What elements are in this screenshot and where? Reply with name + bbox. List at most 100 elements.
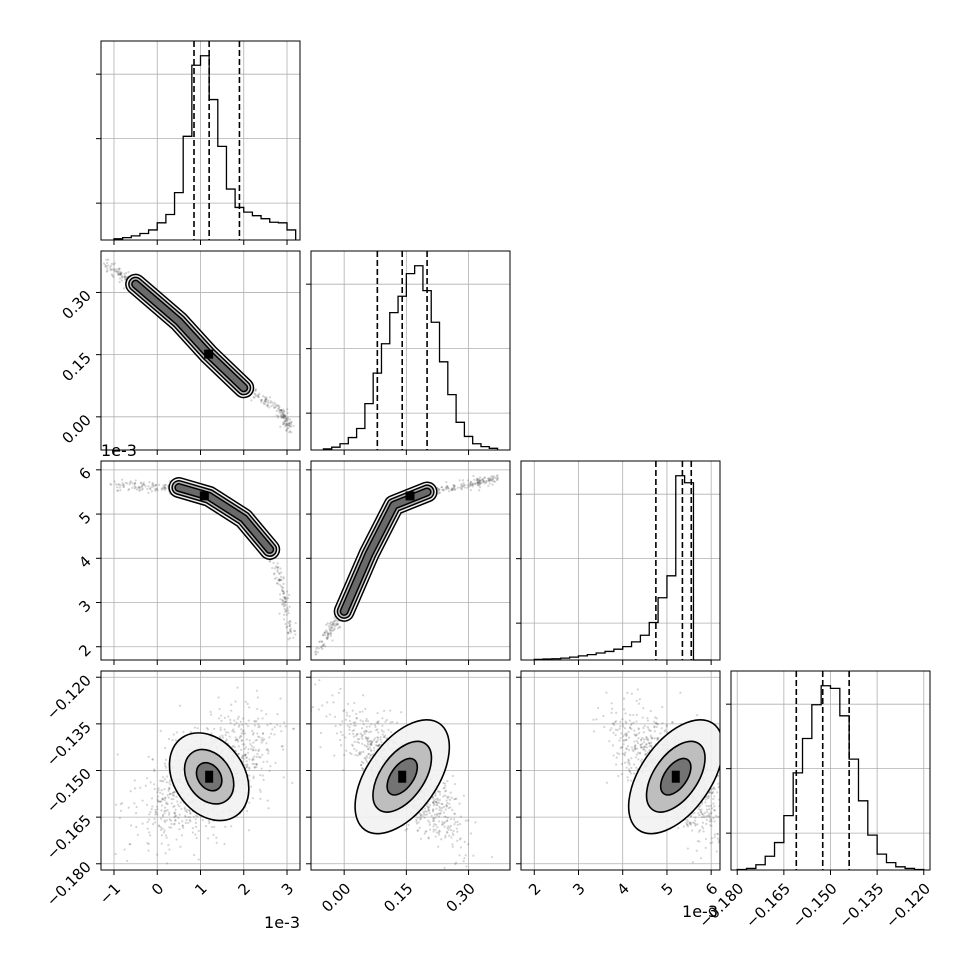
scatter-point [119,484,122,487]
scatter-point [293,629,297,633]
scatter-point [331,623,334,626]
scatter-point [178,805,181,808]
scatter-point [116,271,120,274]
scatter-point [323,630,327,634]
x-tick-label: 0 [148,880,167,899]
scatter-point [491,483,494,486]
scatter-point [461,479,465,482]
scatter-point [290,425,293,428]
scatter-point [138,485,141,489]
scatter-point [287,631,290,634]
panel-frame [730,670,931,871]
scatter-point [232,744,235,747]
scatter-point [224,739,228,743]
scatter-point [175,731,178,734]
scatter-point [445,484,449,488]
scatter-point [478,482,482,485]
scatter-point [136,833,139,836]
scatter-point [126,859,129,862]
scatter-point [280,571,283,574]
scatter-point [488,482,491,485]
scatter-point [151,822,155,826]
scatter-point [325,623,328,627]
scatter-point [446,485,449,488]
scatter-point [229,721,232,724]
scatter-point [269,401,272,404]
scatter-point [285,428,288,432]
scatter-point [292,424,295,428]
scatter-point [218,707,221,711]
scatter-point [163,806,167,809]
scatter-point [422,812,426,815]
scatter-point [258,736,261,739]
scatter-point [173,812,177,816]
scatter-point [172,794,175,797]
scatter-point [330,626,333,629]
scatter-point [479,479,482,482]
scatter-point [446,819,449,822]
scatter-point [163,486,166,489]
scatter-point [183,806,186,809]
scatter-point [158,825,161,828]
panel-frame [100,250,301,451]
scatter-point [164,834,167,837]
scatter-point [178,813,181,816]
scatter-point [293,629,296,632]
x-tick-label: 0.30 [442,880,478,916]
scatter-point [253,396,256,399]
scatter-point [315,646,318,649]
scatter-point [282,592,285,595]
scatter-point [341,720,344,723]
y-tick-label: 0.30 [58,287,94,323]
scatter-point [133,487,137,490]
scatter-point [476,478,479,482]
panel-frame [310,460,511,661]
scatter-point [333,715,337,718]
scatter-group [109,477,297,641]
scatter-point [237,745,240,748]
scatter-group [102,258,295,434]
scatter-point [285,626,288,629]
scatter-point [149,834,152,837]
scatter-point [326,633,329,636]
scatter-point [146,777,149,780]
scatter-point [291,781,294,784]
scatter-point [365,745,368,748]
scatter-point [117,267,120,270]
scatter-point [115,268,119,271]
scatter-point [282,582,285,585]
scatter-point [182,730,185,734]
scatter-point [314,653,317,656]
scatter-point [361,767,364,770]
scatter-point [274,406,277,409]
scatter-point [308,718,310,720]
density-peak [199,491,209,501]
scatter-point [450,488,453,491]
scatter-point [477,480,480,483]
scatter-point [447,828,450,831]
density-contour [175,484,273,553]
scatter-point [327,633,330,636]
y-tick-label: −0.135 [43,718,95,770]
scatter-point [273,567,276,570]
scatter-point [113,267,116,271]
scatter-point [141,799,144,802]
scatter-point [442,488,445,491]
scatter-point [321,644,324,648]
scatter-point [467,819,470,822]
scatter-point [170,826,173,829]
scatter-point [324,629,328,632]
scatter-point [333,628,336,631]
scatter-point [354,753,357,757]
scatter-point [288,622,291,625]
scatter-point [285,424,288,427]
scatter-point [102,262,106,265]
scatter-point [483,476,486,480]
scatter-point [286,609,290,612]
scatter-point [443,815,446,818]
scatter-point [294,633,297,636]
histogram-step [113,55,297,240]
scatter-point [241,756,244,759]
scatter-point [407,823,410,827]
scatter-point [127,489,130,492]
